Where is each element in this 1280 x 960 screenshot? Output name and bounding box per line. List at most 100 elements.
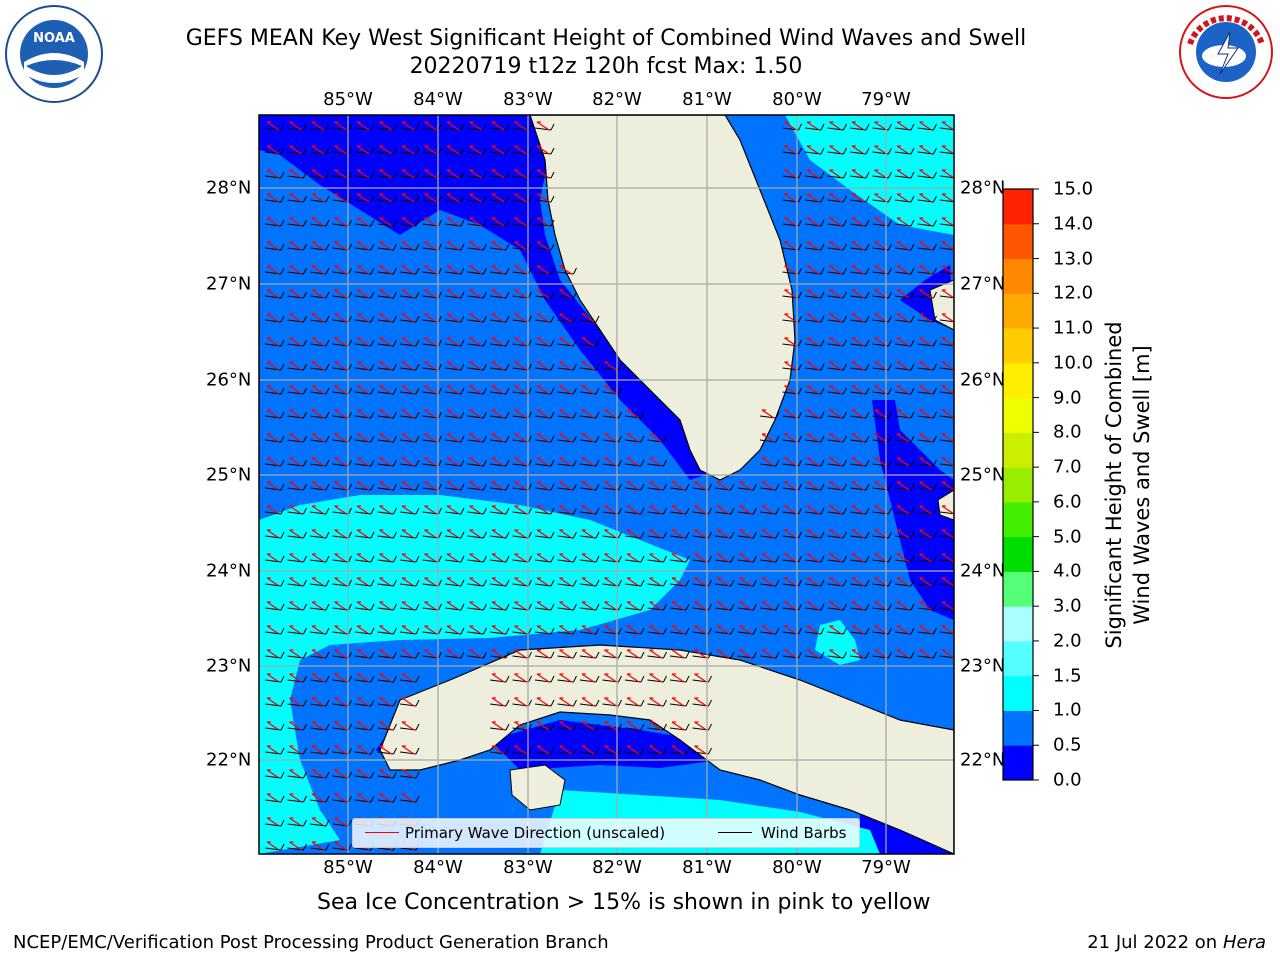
wave-direction-arrow <box>851 385 865 395</box>
wave-direction-arrow <box>784 505 797 515</box>
wave-direction-arrow <box>649 481 662 491</box>
wave-direction-arrow <box>289 481 302 491</box>
wave-direction-arrow <box>311 409 325 419</box>
wave-direction-arrow <box>401 529 415 539</box>
wave-direction-arrow <box>424 217 437 227</box>
wave-direction-arrow <box>536 409 550 419</box>
wave-direction-arrow <box>379 529 392 539</box>
wave-direction-arrow <box>514 409 527 419</box>
wave-direction-arrow <box>941 121 954 131</box>
wave-direction-arrow <box>784 649 797 659</box>
wave-direction-arrow <box>514 169 527 179</box>
wave-direction-arrow <box>761 625 775 635</box>
wave-direction-arrow <box>581 697 595 707</box>
wave-direction-arrow <box>446 121 460 131</box>
wave-direction-arrow <box>851 361 865 371</box>
wave-direction-arrow <box>919 337 932 347</box>
wave-direction-arrow <box>581 721 595 731</box>
wave-direction-arrow <box>469 121 482 131</box>
map-frame <box>258 114 955 855</box>
wave-direction-arrow <box>874 505 887 515</box>
wave-direction-arrow <box>536 481 550 491</box>
wave-direction-arrow <box>514 121 527 131</box>
wave-direction-arrow <box>469 529 482 539</box>
wave-direction-arrow <box>424 385 437 395</box>
wave-direction-arrow <box>469 385 482 395</box>
noaa-logo-text: NOAA <box>33 31 75 46</box>
wave-direction-arrow <box>941 601 954 611</box>
wave-direction-arrow <box>851 649 865 659</box>
wave-direction-arrow <box>379 697 392 707</box>
wave-direction-arrow <box>289 817 302 827</box>
lon-label-top: 82°W <box>592 89 642 110</box>
lon-label-bottom: 79°W <box>861 857 911 878</box>
wave-direction-arrow <box>671 577 685 587</box>
wave-direction-arrow <box>806 505 820 515</box>
wave-direction-arrow <box>604 745 617 755</box>
wave-direction-arrow <box>851 337 865 347</box>
lon-label-bottom: 80°W <box>772 857 822 878</box>
wave-direction-arrow <box>626 457 640 467</box>
wave-direction-arrow <box>941 217 954 227</box>
colorbar <box>1002 188 1039 781</box>
wave-direction-arrow <box>469 457 482 467</box>
wave-direction-arrow <box>919 649 932 659</box>
wave-direction-arrow <box>469 505 482 515</box>
wave-direction-arrow <box>424 601 437 611</box>
wave-direction-arrow <box>604 433 617 443</box>
wave-direction-arrow <box>334 721 347 731</box>
wave-direction-arrow <box>289 193 302 203</box>
wave-direction-arrow <box>289 745 302 755</box>
wave-direction-arrow <box>626 529 640 539</box>
wave-direction-arrow <box>829 457 842 467</box>
wave-direction-arrow <box>356 457 370 467</box>
wave-direction-arrow <box>379 265 392 275</box>
wave-direction-arrow <box>424 409 437 419</box>
wave-direction-arrow <box>806 289 820 299</box>
wave-direction-arrow <box>626 553 640 563</box>
wave-direction-arrow <box>784 409 797 419</box>
wave-direction-arrow <box>334 481 347 491</box>
wave-direction-arrow <box>761 409 775 419</box>
wave-direction-arrow <box>604 505 617 515</box>
wave-direction-arrow <box>514 241 527 251</box>
wave-direction-arrow <box>356 265 370 275</box>
wave-direction-arrow <box>446 409 460 419</box>
colorbar-label-line1: Significant Height of Combined <box>1102 321 1126 649</box>
wave-direction-arrow <box>806 313 820 323</box>
wave-direction-arrow <box>379 745 392 755</box>
wave-direction-arrow <box>446 553 460 563</box>
wave-direction-arrow <box>919 361 932 371</box>
wave-direction-arrow <box>491 553 505 563</box>
wave-direction-arrow <box>446 193 460 203</box>
wave-direction-arrow <box>851 265 865 275</box>
wave-direction-arrow <box>289 409 302 419</box>
colorbar-label: Significant Height of Combined Wind Wave… <box>1100 321 1156 648</box>
wave-direction-arrow <box>469 553 482 563</box>
wave-direction-arrow <box>671 745 685 755</box>
wave-direction-arrow <box>401 313 415 323</box>
lat-label-left: 24°N <box>206 560 252 582</box>
wave-direction-arrow <box>829 145 842 155</box>
wave-direction-arrow <box>919 409 932 419</box>
wave-direction-arrow <box>581 361 595 371</box>
lon-label-top: 80°W <box>772 89 822 110</box>
wave-direction-arrow <box>446 145 460 155</box>
wave-direction-arrow <box>716 577 730 587</box>
wave-direction-arrow <box>829 169 842 179</box>
wave-direction-arrow <box>649 673 662 683</box>
wave-direction-arrow <box>716 481 730 491</box>
wave-direction-arrow <box>379 601 392 611</box>
wave-direction-arrow <box>311 145 325 155</box>
lat-label-left: 28°N <box>206 177 252 199</box>
wave-direction-arrow <box>851 241 865 251</box>
wave-direction-arrow <box>356 721 370 731</box>
wave-direction-arrow <box>334 745 347 755</box>
wave-direction-arrow <box>446 337 460 347</box>
wave-direction-arrow <box>379 481 392 491</box>
wave-direction-arrow <box>739 529 752 539</box>
wave-direction-arrow <box>469 625 482 635</box>
colorbar-segment <box>1003 328 1033 364</box>
land-isla-juventud <box>509 764 566 811</box>
wave-direction-arrow <box>401 145 415 155</box>
